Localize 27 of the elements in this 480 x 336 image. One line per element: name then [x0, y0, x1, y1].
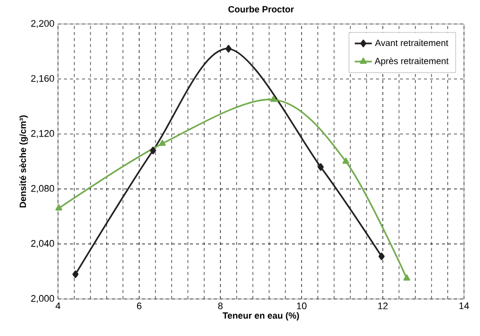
x-axis-title: Teneur en eau (%)	[222, 312, 299, 320]
y-tick-label: 2,160	[31, 75, 54, 83]
y-tick-label: 2,040	[31, 240, 54, 248]
point	[378, 252, 385, 260]
legend-label: Avant retraitement	[374, 39, 448, 46]
point	[270, 96, 277, 102]
y-axis-title: Densité sèche (g/cm³)	[19, 115, 28, 208]
x-tick-label: 4	[56, 302, 60, 310]
point	[158, 140, 166, 146]
point	[55, 204, 62, 211]
point	[342, 158, 350, 164]
y-tick-label: 2,000	[31, 295, 54, 303]
x-tick-label: 10	[297, 302, 307, 310]
point	[225, 44, 232, 53]
point	[318, 163, 324, 171]
x-tick-label: 12	[378, 302, 388, 310]
point	[150, 146, 156, 154]
point	[403, 274, 410, 281]
y-tick-label: 2,080	[31, 185, 54, 193]
y-tick-label: 2,200	[31, 20, 54, 28]
x-tick-label: 14	[459, 302, 469, 310]
y-tick-label: 2,120	[31, 130, 54, 138]
point	[72, 270, 79, 278]
x-tick-label: 8	[218, 302, 223, 310]
legend-label: Après retraitement	[374, 57, 449, 66]
chart-title: Courbe Proctor	[228, 6, 294, 12]
x-tick-label: 6	[137, 302, 142, 310]
